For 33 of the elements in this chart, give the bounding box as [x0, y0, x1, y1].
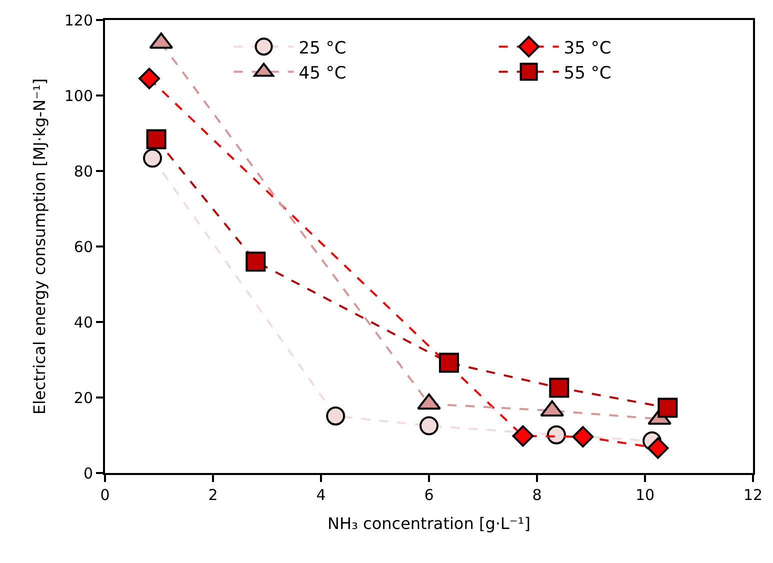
- x-tick-label: 6: [424, 486, 434, 504]
- point: [146, 129, 166, 150]
- point: [246, 252, 266, 272]
- point: [420, 416, 438, 436]
- point: [546, 425, 566, 444]
- y-tick-label: 40: [74, 313, 93, 332]
- point: [138, 68, 160, 90]
- x-tick-label: 2: [208, 486, 218, 504]
- y-axis-title: Electrical energy consumption [MJ·kg-N⁻¹]: [30, 78, 49, 415]
- legend-label: 55 °C: [564, 63, 612, 84]
- y-tick-label: 0: [83, 464, 93, 482]
- point: [572, 426, 594, 448]
- x-tick-label: 0: [100, 486, 110, 504]
- y-tick-label: 20: [74, 388, 93, 407]
- x-tick-label: 10: [635, 486, 655, 504]
- x-tick-label: 12: [743, 486, 763, 504]
- point: [658, 398, 678, 418]
- y-tick-label: 100: [64, 86, 93, 105]
- point: [512, 425, 534, 447]
- point: [438, 352, 459, 373]
- point: [647, 437, 669, 459]
- legend-label: 45 °C: [298, 63, 346, 84]
- y-tick-label: 60: [74, 238, 93, 256]
- x-axis-title: NH₃ concentration [g·L⁻¹]: [328, 514, 530, 534]
- point: [143, 148, 162, 168]
- legend-label: 25 °C: [298, 38, 346, 58]
- point: [549, 378, 570, 398]
- y-tick-label: 80: [74, 162, 93, 180]
- point: [326, 406, 346, 426]
- legend-label: 35 °C: [564, 38, 612, 58]
- x-tick-label: 8: [532, 486, 542, 504]
- x-tick-label: 4: [316, 486, 326, 504]
- y-tick-label: 120: [64, 11, 93, 30]
